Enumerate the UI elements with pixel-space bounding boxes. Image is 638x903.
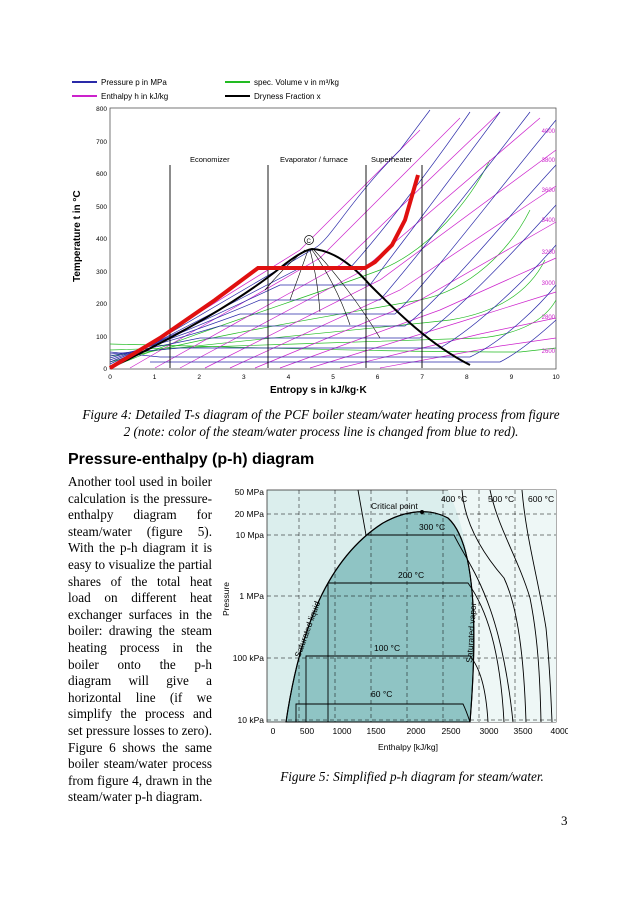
h-tick: 1500 (367, 726, 386, 736)
x-tick: 0 (108, 374, 112, 381)
p-tick: 50 MPa (235, 487, 265, 497)
x-tick: 3 (242, 374, 246, 381)
legend-volume: spec. Volume v in m³/kg (254, 78, 339, 87)
h-tick: 3500 (514, 726, 533, 736)
temp-label: 500 °C (488, 494, 514, 504)
y-tick: 600 (96, 171, 107, 178)
ph-diagram: 50 MPa 20 MPa 10 Mpa 1 MPa 100 kPa 10 kP… (221, 487, 568, 752)
enthalpy-tick: 3200 (542, 250, 556, 256)
h-tick: 500 (300, 726, 314, 736)
region-superheater: Superheater (371, 155, 413, 164)
ph-y-ticks: 50 MPa 20 MPa 10 Mpa 1 MPa 100 kPa 10 kP… (233, 487, 264, 725)
y-tick: 800 (96, 106, 107, 113)
y-tick: 500 (96, 204, 107, 211)
h-tick: 0 (271, 726, 276, 736)
saturated-vapor-label: Saturated vapor (464, 602, 478, 663)
legend-pressure: Pressure p in MPa (101, 78, 167, 87)
body-paragraph: Another tool used in boiler calculation … (68, 474, 212, 805)
x-tick: 2 (197, 374, 201, 381)
p-tick: 20 MPa (235, 509, 265, 519)
figure5-caption: Figure 5: Simplified p-h diagram for ste… (280, 769, 544, 784)
critical-point-label: C (307, 239, 312, 245)
temp-label: 600 °C (528, 494, 554, 504)
legend-dryness: Dryness Fraction x (254, 92, 321, 101)
enthalpy-tick: 3000 (542, 281, 556, 287)
figure4-caption: Figure 4: Detailed T-s diagram of the PC… (82, 407, 560, 439)
ph-x-axis-label: Enthalpy [kJ/kg] (378, 742, 438, 752)
critical-point-label: Critical point (371, 501, 418, 511)
h-tick: 1000 (333, 726, 352, 736)
enthalpy-tick: 2600 (542, 349, 556, 355)
p-tick: 100 kPa (233, 653, 264, 663)
ts-legend: Pressure p in MPa Enthalpy h in kJ/kg sp… (72, 78, 339, 101)
ts-diagram: Pressure p in MPa Enthalpy h in kJ/kg sp… (72, 78, 560, 396)
process-line (108, 174, 420, 370)
ts-x-ticks: 0 1 2 3 4 5 6 7 8 9 10 (108, 374, 560, 381)
temp-label: 60 °C (371, 689, 392, 699)
enthalpy-tick: 3400 (542, 218, 556, 224)
y-tick: 700 (96, 139, 107, 146)
temp-label: 200 °C (398, 570, 424, 580)
h-tick: 2500 (442, 726, 461, 736)
x-tick: 4 (287, 374, 291, 381)
h-tick: 2000 (407, 726, 426, 736)
temp-label: 100 °C (374, 643, 400, 653)
ph-grid (267, 490, 556, 722)
x-tick: 8 (465, 374, 469, 381)
section-heading: Pressure-enthalpy (p-h) diagram (68, 451, 315, 468)
p-tick: 1 MPa (239, 591, 264, 601)
x-tick: 6 (376, 374, 380, 381)
enthalpy-right-labels: 4000 3800 3600 3400 3200 3000 2800 2600 (542, 129, 556, 355)
legend-enthalpy: Enthalpy h in kJ/kg (101, 92, 168, 101)
saturation-dome (109, 247, 471, 369)
temp-label: 400 °C (441, 494, 467, 504)
temperature-labels: 400 °C 500 °C 600 °C 300 °C 200 °C 100 °… (371, 494, 554, 699)
y-tick: 300 (96, 269, 107, 276)
ts-x-axis-label: Entropy s in kJ/kg·K (270, 385, 367, 396)
x-tick: 10 (552, 374, 560, 381)
ts-y-axis-label: Temperature t in °C (72, 190, 83, 282)
h-tick: 3000 (480, 726, 499, 736)
y-tick: 0 (103, 366, 107, 373)
x-tick: 7 (420, 374, 424, 381)
enthalpy-tick: 4000 (542, 129, 556, 135)
y-tick: 200 (96, 301, 107, 308)
critical-point-marker (304, 235, 314, 245)
enthalpy-lines (109, 111, 557, 369)
p-tick: 10 Mpa (236, 530, 265, 540)
critical-point-dot (420, 510, 424, 514)
x-tick: 9 (510, 374, 514, 381)
enthalpy-tick: 3600 (542, 188, 556, 194)
region-economizer: Economizer (190, 155, 230, 164)
page-number: 3 (561, 813, 568, 828)
ph-x-ticks: 0 500 1000 1500 2000 2500 3000 3500 4000 (271, 726, 568, 736)
enthalpy-tick: 3800 (542, 158, 556, 164)
ph-y-axis-label: Pressure (221, 582, 231, 616)
ts-plot-area (109, 107, 557, 370)
region-evaporator: Evaporator / furnace (280, 155, 348, 164)
region-separators (169, 165, 423, 368)
h-tick: 4000 (551, 726, 568, 736)
x-tick: 1 (153, 374, 157, 381)
isotherms (295, 489, 553, 723)
enthalpy-tick: 2800 (542, 315, 556, 321)
x-tick: 5 (331, 374, 335, 381)
y-tick: 100 (96, 334, 107, 341)
temp-label: 300 °C (419, 522, 445, 532)
ts-y-ticks: 800 700 600 500 400 300 200 100 0 (96, 106, 107, 373)
p-tick: 10 kPa (238, 715, 265, 725)
y-tick: 400 (96, 236, 107, 243)
